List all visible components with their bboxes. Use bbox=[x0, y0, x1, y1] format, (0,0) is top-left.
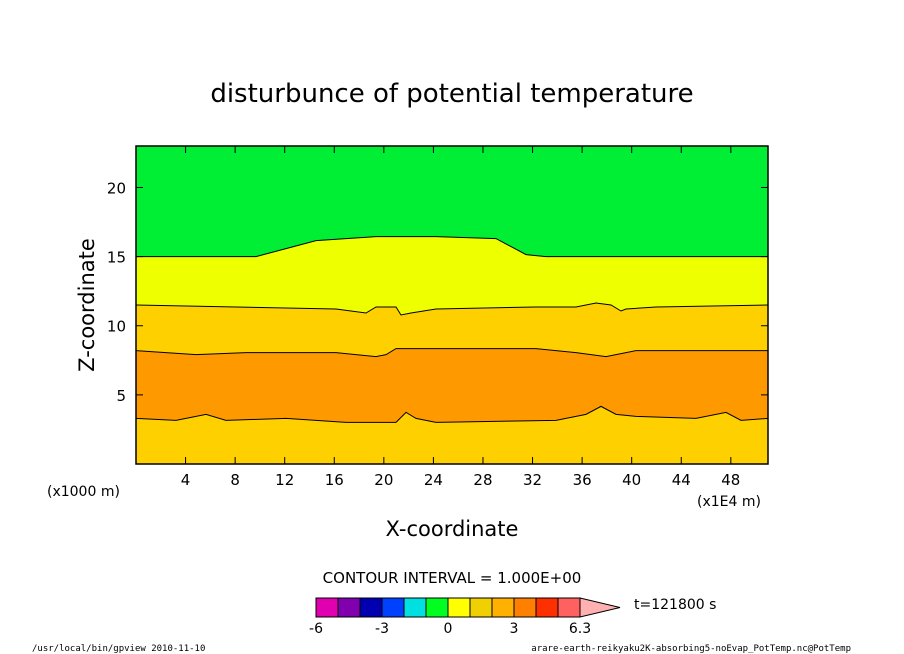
colorbar-swatch bbox=[513, 597, 537, 618]
y-tick-label: 10 bbox=[107, 318, 126, 336]
colorbar-swatch bbox=[425, 597, 449, 618]
x-tick-label: 8 bbox=[230, 471, 240, 489]
x-tick-label: 24 bbox=[424, 471, 443, 489]
colorbar-swatch bbox=[447, 597, 471, 618]
colorbar-swatch bbox=[381, 597, 405, 618]
chart-title: disturbunce of potential temperature bbox=[210, 79, 693, 109]
y-tick-label: 20 bbox=[107, 179, 126, 197]
colorbar-swatch bbox=[535, 597, 559, 618]
colorbar-tick-label: 6.3 bbox=[569, 621, 591, 637]
colorbar-swatch bbox=[469, 597, 493, 618]
x-tick-label: 32 bbox=[523, 471, 542, 489]
time-label: t=121800 s bbox=[634, 597, 716, 613]
colorbar-swatch bbox=[491, 597, 515, 618]
colorbar-swatch bbox=[557, 597, 581, 618]
contour-lines bbox=[135, 236, 769, 423]
contour-band bbox=[136, 348, 768, 423]
colorbar-tick-label: 0 bbox=[444, 621, 453, 637]
contour-band bbox=[136, 236, 768, 315]
contour-band bbox=[136, 303, 768, 357]
x-tick-label: 48 bbox=[721, 471, 740, 489]
x-tick-label: 44 bbox=[672, 471, 691, 489]
colorbar-tick-label: 3 bbox=[510, 621, 519, 637]
contour-line bbox=[135, 405, 769, 423]
x-axis-label: X-coordinate bbox=[386, 517, 519, 541]
x-tick-label: 28 bbox=[473, 471, 492, 489]
y-tick-label: 15 bbox=[107, 249, 126, 267]
colorbar-tick-label: -3 bbox=[375, 621, 389, 637]
colorbar-arrow bbox=[579, 597, 621, 618]
colorbar-swatch bbox=[315, 597, 339, 618]
x-tick-label: 40 bbox=[622, 471, 641, 489]
plot-frame bbox=[135, 145, 769, 465]
contour-line bbox=[136, 236, 768, 258]
x-tick-label: 16 bbox=[325, 471, 344, 489]
colorbar-swatch bbox=[403, 597, 427, 618]
colorbar-tick-label: -6 bbox=[309, 621, 323, 637]
footer-left: /usr/local/bin/gpview 2010-11-10 bbox=[32, 644, 205, 654]
x-tick-label: 20 bbox=[374, 471, 393, 489]
x-tick-label: 36 bbox=[573, 471, 592, 489]
contour-band bbox=[136, 146, 768, 257]
colorbar-swatch bbox=[359, 597, 383, 618]
contour-band bbox=[136, 406, 768, 464]
colorbar-swatch bbox=[337, 597, 361, 618]
x-axis-ticks: 4 8 12 16 20 24 28 32 36 40 44 48 bbox=[181, 146, 740, 489]
footer-right: arare-earth-reikyaku2K-absorbing5-noEvap… bbox=[531, 644, 851, 654]
contour-line bbox=[135, 348, 768, 358]
y-tick-label: 5 bbox=[116, 387, 126, 405]
x-tick-label: 4 bbox=[181, 471, 191, 489]
contour-line bbox=[135, 302, 769, 316]
contour-bands bbox=[136, 146, 768, 464]
x-tick-label: 12 bbox=[275, 471, 294, 489]
y-axis-label: Z-coordinate bbox=[75, 238, 99, 372]
colorbar: -6 -3 0 3 6.3 bbox=[309, 597, 621, 637]
y-unit-label: (x1000 m) bbox=[47, 484, 120, 500]
contour-interval-label: CONTOUR INTERVAL = 1.000E+00 bbox=[323, 569, 582, 587]
x-unit-label: (x1E4 m) bbox=[697, 494, 761, 510]
y-axis-ticks: 5 10 15 20 bbox=[107, 179, 768, 405]
